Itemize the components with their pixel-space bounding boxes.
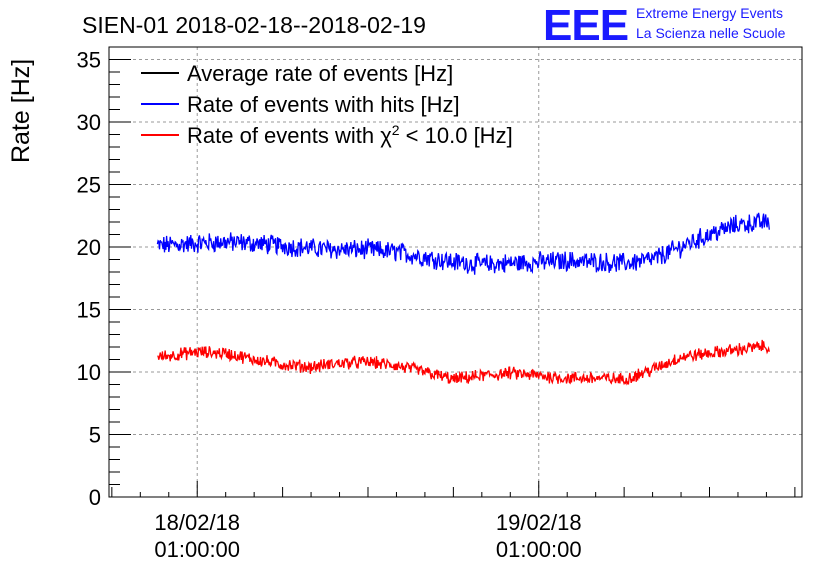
plot-frame bbox=[108, 46, 803, 498]
legend: Average rate of events [Hz] Rate of event… bbox=[141, 61, 513, 148]
y-tick-label: 35 bbox=[77, 48, 101, 73]
x-tick-label-time: 01:00:00 bbox=[496, 537, 582, 562]
logo-eee-text: EEE bbox=[543, 1, 628, 50]
y-tick-label: 15 bbox=[77, 298, 101, 323]
series-layer bbox=[156, 212, 770, 386]
y-tick-label: 10 bbox=[77, 360, 101, 385]
logo-line1: Extreme Energy Events bbox=[636, 5, 783, 21]
series-line-1 bbox=[156, 212, 770, 275]
legend-label: Average rate of events [Hz] bbox=[187, 61, 453, 86]
chart-title: SIEN-01 2018-02-18--2018-02-19 bbox=[82, 12, 426, 38]
eee-logo: EEE Extreme Energy Events La Scienza nel… bbox=[543, 1, 786, 50]
y-tick-label: 30 bbox=[77, 110, 101, 135]
x-tick-label-time: 01:00:00 bbox=[154, 537, 240, 562]
series-line-2 bbox=[157, 339, 770, 386]
x-tick-label-date: 18/02/18 bbox=[154, 510, 240, 535]
x-tick-label-date: 19/02/18 bbox=[496, 510, 582, 535]
axes: 0510152025303518/02/1801:00:0019/02/1801… bbox=[77, 46, 803, 562]
y-tick-label: 20 bbox=[77, 235, 101, 260]
logo-line2: La Scienza nelle Scuole bbox=[636, 25, 786, 41]
y-tick-label: 25 bbox=[77, 173, 101, 198]
legend-label: Rate of events with χ2 < 10.0 [Hz] bbox=[187, 122, 513, 148]
y-tick-label: 5 bbox=[89, 423, 101, 448]
legend-label: Rate of events with hits [Hz] bbox=[187, 92, 460, 117]
y-axis-label: Rate [Hz] bbox=[7, 59, 35, 163]
y-tick-label: 0 bbox=[89, 485, 101, 510]
